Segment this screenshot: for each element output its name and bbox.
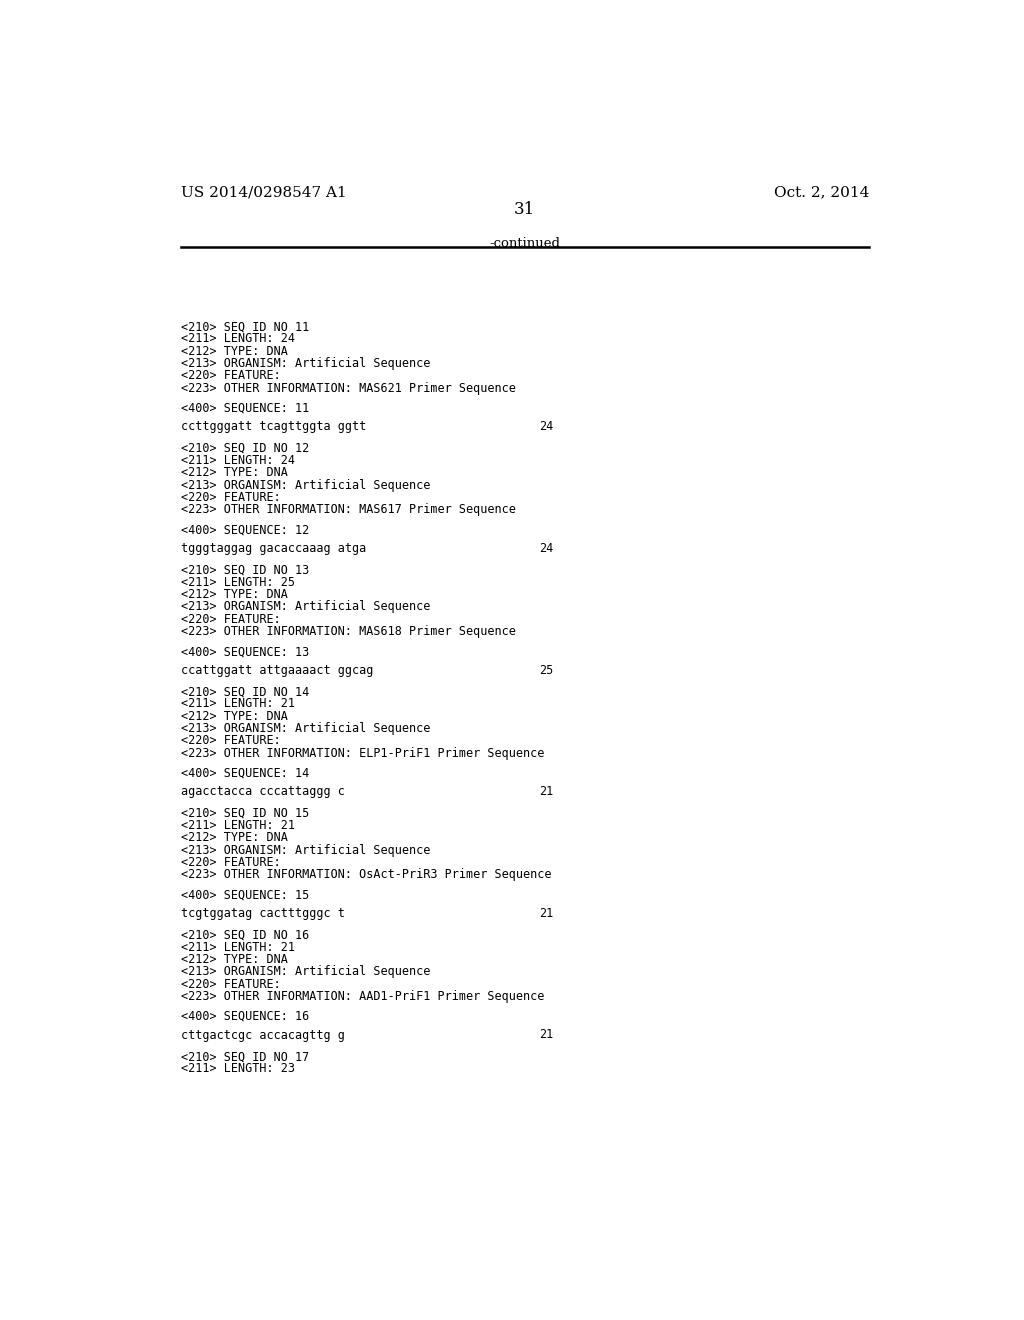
Text: <212> TYPE: DNA: <212> TYPE: DNA bbox=[180, 466, 288, 479]
Text: <213> ORGANISM: Artificial Sequence: <213> ORGANISM: Artificial Sequence bbox=[180, 479, 430, 492]
Text: <213> ORGANISM: Artificial Sequence: <213> ORGANISM: Artificial Sequence bbox=[180, 601, 430, 614]
Text: <210> SEQ ID NO 12: <210> SEQ ID NO 12 bbox=[180, 442, 309, 455]
Text: <212> TYPE: DNA: <212> TYPE: DNA bbox=[180, 953, 288, 966]
Text: <223> OTHER INFORMATION: MAS621 Primer Sequence: <223> OTHER INFORMATION: MAS621 Primer S… bbox=[180, 381, 515, 395]
Text: ccttgggatt tcagttggta ggtt: ccttgggatt tcagttggta ggtt bbox=[180, 420, 366, 433]
Text: <220> FEATURE:: <220> FEATURE: bbox=[180, 370, 281, 383]
Text: <400> SEQUENCE: 13: <400> SEQUENCE: 13 bbox=[180, 645, 309, 659]
Text: ccattggatt attgaaaact ggcag: ccattggatt attgaaaact ggcag bbox=[180, 664, 373, 677]
Text: <210> SEQ ID NO 11: <210> SEQ ID NO 11 bbox=[180, 321, 309, 333]
Text: <223> OTHER INFORMATION: ELP1-PriF1 Primer Sequence: <223> OTHER INFORMATION: ELP1-PriF1 Prim… bbox=[180, 747, 544, 760]
Text: <223> OTHER INFORMATION: MAS617 Primer Sequence: <223> OTHER INFORMATION: MAS617 Primer S… bbox=[180, 503, 515, 516]
Text: <210> SEQ ID NO 16: <210> SEQ ID NO 16 bbox=[180, 928, 309, 941]
Text: 21: 21 bbox=[539, 785, 553, 799]
Text: tcgtggatag cactttgggc t: tcgtggatag cactttgggc t bbox=[180, 907, 344, 920]
Text: cttgactcgc accacagttg g: cttgactcgc accacagttg g bbox=[180, 1028, 344, 1041]
Text: Oct. 2, 2014: Oct. 2, 2014 bbox=[773, 185, 869, 199]
Text: <213> ORGANISM: Artificial Sequence: <213> ORGANISM: Artificial Sequence bbox=[180, 358, 430, 370]
Text: <210> SEQ ID NO 17: <210> SEQ ID NO 17 bbox=[180, 1051, 309, 1063]
Text: -continued: -continued bbox=[489, 238, 560, 249]
Text: <400> SEQUENCE: 14: <400> SEQUENCE: 14 bbox=[180, 767, 309, 780]
Text: 21: 21 bbox=[539, 907, 553, 920]
Text: <211> LENGTH: 21: <211> LENGTH: 21 bbox=[180, 697, 295, 710]
Text: <211> LENGTH: 21: <211> LENGTH: 21 bbox=[180, 818, 295, 832]
Text: agacctacca cccattaggg c: agacctacca cccattaggg c bbox=[180, 785, 344, 799]
Text: tgggtaggag gacaccaaag atga: tgggtaggag gacaccaaag atga bbox=[180, 543, 366, 554]
Text: <400> SEQUENCE: 15: <400> SEQUENCE: 15 bbox=[180, 888, 309, 902]
Text: <213> ORGANISM: Artificial Sequence: <213> ORGANISM: Artificial Sequence bbox=[180, 722, 430, 735]
Text: 24: 24 bbox=[539, 420, 553, 433]
Text: <211> LENGTH: 21: <211> LENGTH: 21 bbox=[180, 941, 295, 954]
Text: <220> FEATURE:: <220> FEATURE: bbox=[180, 857, 281, 869]
Text: <211> LENGTH: 23: <211> LENGTH: 23 bbox=[180, 1063, 295, 1076]
Text: <223> OTHER INFORMATION: MAS618 Primer Sequence: <223> OTHER INFORMATION: MAS618 Primer S… bbox=[180, 626, 515, 638]
Text: <211> LENGTH: 24: <211> LENGTH: 24 bbox=[180, 333, 295, 346]
Text: <210> SEQ ID NO 14: <210> SEQ ID NO 14 bbox=[180, 685, 309, 698]
Text: <211> LENGTH: 24: <211> LENGTH: 24 bbox=[180, 454, 295, 467]
Text: <212> TYPE: DNA: <212> TYPE: DNA bbox=[180, 345, 288, 358]
Text: 25: 25 bbox=[539, 664, 553, 677]
Text: <220> FEATURE:: <220> FEATURE: bbox=[180, 491, 281, 504]
Text: <400> SEQUENCE: 12: <400> SEQUENCE: 12 bbox=[180, 524, 309, 536]
Text: <212> TYPE: DNA: <212> TYPE: DNA bbox=[180, 832, 288, 845]
Text: 24: 24 bbox=[539, 543, 553, 554]
Text: <223> OTHER INFORMATION: OsAct-PriR3 Primer Sequence: <223> OTHER INFORMATION: OsAct-PriR3 Pri… bbox=[180, 869, 551, 882]
Text: <213> ORGANISM: Artificial Sequence: <213> ORGANISM: Artificial Sequence bbox=[180, 843, 430, 857]
Text: 31: 31 bbox=[514, 201, 536, 218]
Text: <210> SEQ ID NO 13: <210> SEQ ID NO 13 bbox=[180, 564, 309, 577]
Text: <223> OTHER INFORMATION: AAD1-PriF1 Primer Sequence: <223> OTHER INFORMATION: AAD1-PriF1 Prim… bbox=[180, 990, 544, 1003]
Text: <212> TYPE: DNA: <212> TYPE: DNA bbox=[180, 589, 288, 601]
Text: US 2014/0298547 A1: US 2014/0298547 A1 bbox=[180, 185, 346, 199]
Text: <220> FEATURE:: <220> FEATURE: bbox=[180, 612, 281, 626]
Text: <220> FEATURE:: <220> FEATURE: bbox=[180, 978, 281, 991]
Text: <400> SEQUENCE: 16: <400> SEQUENCE: 16 bbox=[180, 1010, 309, 1023]
Text: <213> ORGANISM: Artificial Sequence: <213> ORGANISM: Artificial Sequence bbox=[180, 965, 430, 978]
Text: <210> SEQ ID NO 15: <210> SEQ ID NO 15 bbox=[180, 807, 309, 820]
Text: <220> FEATURE:: <220> FEATURE: bbox=[180, 734, 281, 747]
Text: <400> SEQUENCE: 11: <400> SEQUENCE: 11 bbox=[180, 401, 309, 414]
Text: <211> LENGTH: 25: <211> LENGTH: 25 bbox=[180, 576, 295, 589]
Text: <212> TYPE: DNA: <212> TYPE: DNA bbox=[180, 710, 288, 723]
Text: 21: 21 bbox=[539, 1028, 553, 1041]
